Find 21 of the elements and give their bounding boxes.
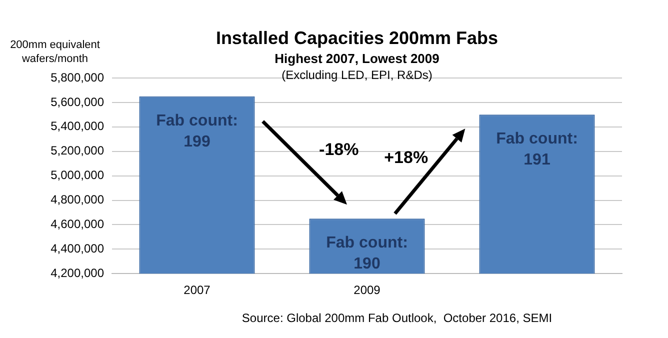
x-tick-label: 2007 bbox=[184, 283, 211, 298]
annotation: Fab count: 191 bbox=[496, 130, 578, 169]
source-note: Source: Global 200mm Fab Outlook, October 2016, SEMI bbox=[242, 311, 552, 325]
annotation: Fab count: 190 bbox=[326, 234, 408, 273]
annotation: Fab count: 199 bbox=[156, 112, 238, 150]
annotation: -18% bbox=[319, 140, 359, 159]
chart-title: Installed Capacities 200mm Fabs bbox=[216, 28, 498, 48]
annotation: +18% bbox=[384, 148, 428, 168]
y-tick-label: 5,000,000 bbox=[50, 168, 104, 182]
y-tick-label: 5,200,000 bbox=[50, 144, 104, 158]
y-tick-label: 4,800,000 bbox=[50, 192, 104, 207]
y-axis-title: 200mm equivalent wafers/month bbox=[10, 39, 100, 65]
x-tick-label: 2009 bbox=[354, 283, 381, 298]
y-tick-label: 5,600,000 bbox=[50, 94, 104, 109]
chart-subtitle: Highest 2007, Lowest 2009 bbox=[274, 51, 440, 66]
y-tick-label: 4,400,000 bbox=[50, 241, 104, 256]
y-tick-label: 5,800,000 bbox=[50, 70, 104, 84]
y-tick-label: 4,600,000 bbox=[50, 217, 104, 232]
y-tick-label: 5,400,000 bbox=[50, 119, 104, 134]
y-tick-label: 4,200,000 bbox=[50, 266, 104, 280]
annotation: (Excluding LED, EPI, R&Ds) bbox=[282, 68, 432, 82]
